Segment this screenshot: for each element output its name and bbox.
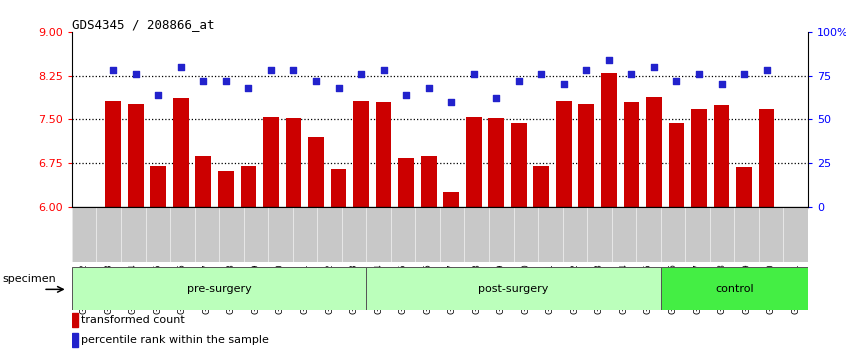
Bar bbox=[488, 118, 504, 207]
Bar bbox=[308, 137, 324, 207]
Bar bbox=[106, 101, 121, 207]
Text: post-surgery: post-surgery bbox=[478, 284, 549, 293]
Point bbox=[219, 78, 233, 84]
Bar bbox=[466, 116, 481, 207]
Point bbox=[624, 71, 638, 77]
Bar bbox=[668, 123, 684, 207]
Point bbox=[422, 85, 436, 91]
Point bbox=[196, 78, 210, 84]
Point bbox=[332, 85, 345, 91]
Text: GDS4345 / 208866_at: GDS4345 / 208866_at bbox=[72, 18, 214, 31]
Point bbox=[129, 71, 142, 77]
Bar bbox=[556, 101, 572, 207]
Bar bbox=[218, 171, 233, 207]
Bar bbox=[331, 169, 346, 207]
Text: pre-surgery: pre-surgery bbox=[187, 284, 251, 293]
FancyBboxPatch shape bbox=[661, 267, 808, 310]
Bar bbox=[579, 104, 594, 207]
Point bbox=[760, 68, 773, 73]
Bar bbox=[151, 166, 166, 207]
Bar bbox=[286, 118, 301, 207]
Point bbox=[151, 92, 165, 98]
Point bbox=[354, 71, 368, 77]
Bar bbox=[72, 333, 78, 347]
Text: specimen: specimen bbox=[3, 274, 57, 284]
Bar bbox=[443, 193, 459, 207]
Bar bbox=[736, 167, 752, 207]
Bar bbox=[128, 104, 144, 207]
FancyBboxPatch shape bbox=[72, 267, 366, 310]
Point bbox=[490, 96, 503, 101]
Text: percentile rank within the sample: percentile rank within the sample bbox=[81, 335, 269, 345]
Point bbox=[738, 71, 751, 77]
Point bbox=[647, 64, 661, 70]
Point bbox=[287, 68, 300, 73]
Bar bbox=[511, 123, 527, 207]
Bar bbox=[240, 166, 256, 207]
Bar bbox=[72, 313, 78, 327]
Bar bbox=[353, 101, 369, 207]
Point bbox=[715, 82, 728, 87]
Bar bbox=[195, 156, 212, 207]
Bar bbox=[714, 105, 729, 207]
Point bbox=[670, 78, 684, 84]
Point bbox=[310, 78, 323, 84]
Point bbox=[399, 92, 413, 98]
Bar bbox=[263, 116, 279, 207]
Point bbox=[467, 71, 481, 77]
Point bbox=[107, 68, 120, 73]
Bar bbox=[624, 102, 640, 207]
Point bbox=[242, 85, 255, 91]
FancyBboxPatch shape bbox=[366, 267, 661, 310]
Text: control: control bbox=[715, 284, 754, 293]
Point bbox=[174, 64, 188, 70]
Bar bbox=[646, 97, 662, 207]
Point bbox=[535, 71, 548, 77]
Bar bbox=[759, 109, 774, 207]
Point bbox=[512, 78, 525, 84]
Point bbox=[557, 82, 570, 87]
Bar bbox=[691, 109, 707, 207]
Bar bbox=[398, 158, 414, 207]
Point bbox=[692, 71, 706, 77]
Bar bbox=[534, 166, 549, 207]
Bar bbox=[420, 156, 437, 207]
Point bbox=[264, 68, 277, 73]
Bar bbox=[173, 98, 189, 207]
Bar bbox=[601, 73, 617, 207]
Text: transformed count: transformed count bbox=[81, 315, 185, 325]
Point bbox=[376, 68, 390, 73]
Point bbox=[444, 99, 458, 105]
Point bbox=[580, 68, 593, 73]
Bar bbox=[376, 102, 392, 207]
Point bbox=[602, 57, 616, 63]
